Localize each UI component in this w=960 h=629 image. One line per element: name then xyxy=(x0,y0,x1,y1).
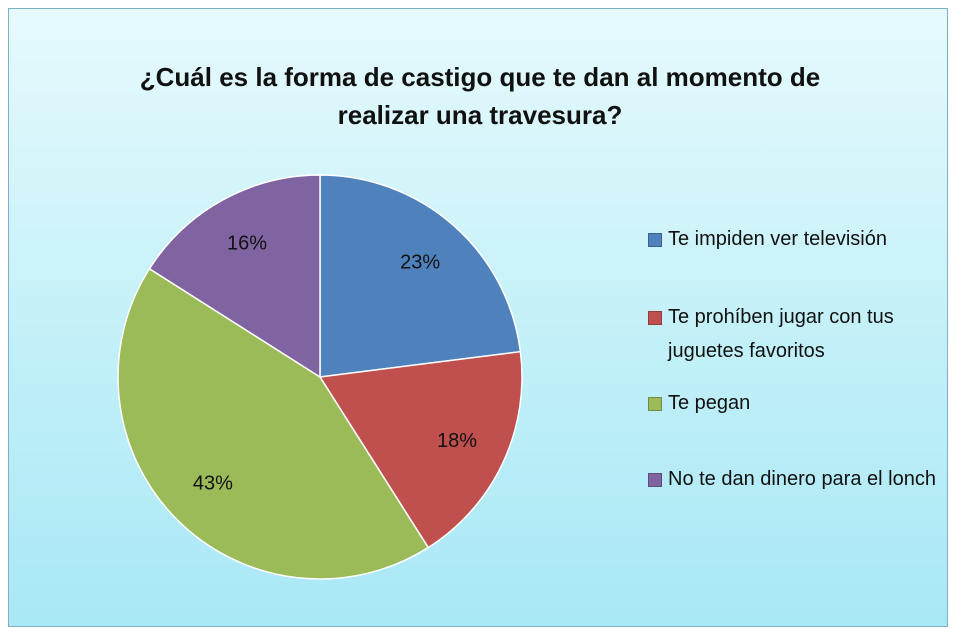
data-label: 16% xyxy=(227,233,267,255)
chart-title: ¿Cuál es la forma de castigo que te dan … xyxy=(139,62,821,130)
pie-slice xyxy=(117,267,430,580)
legend-item: Te impiden ver televisión xyxy=(648,222,958,256)
pie-slice xyxy=(148,174,321,379)
legend-swatch xyxy=(648,397,662,411)
data-label: 43% xyxy=(193,472,233,494)
legend-label: Te impiden ver televisión xyxy=(668,228,887,250)
pie-slice xyxy=(319,174,522,378)
legend-swatch xyxy=(648,473,662,487)
data-label: 18% xyxy=(437,430,477,452)
legend-item: No te dan dinero para el lonch xyxy=(648,462,958,496)
legend-label: No te dan dinero para el lonch xyxy=(668,468,936,490)
legend-item: Te pegan xyxy=(648,386,958,420)
pie-slice xyxy=(318,350,523,549)
legend-swatch xyxy=(648,233,662,247)
legend-label: Te pegan xyxy=(668,392,751,414)
legend-swatch xyxy=(648,311,662,325)
legend-item: Te prohíben jugar con tus juguetes favor… xyxy=(648,300,958,368)
data-label: 23% xyxy=(400,252,440,274)
legend-label: Te prohíben jugar con tus juguetes favor… xyxy=(668,306,894,362)
